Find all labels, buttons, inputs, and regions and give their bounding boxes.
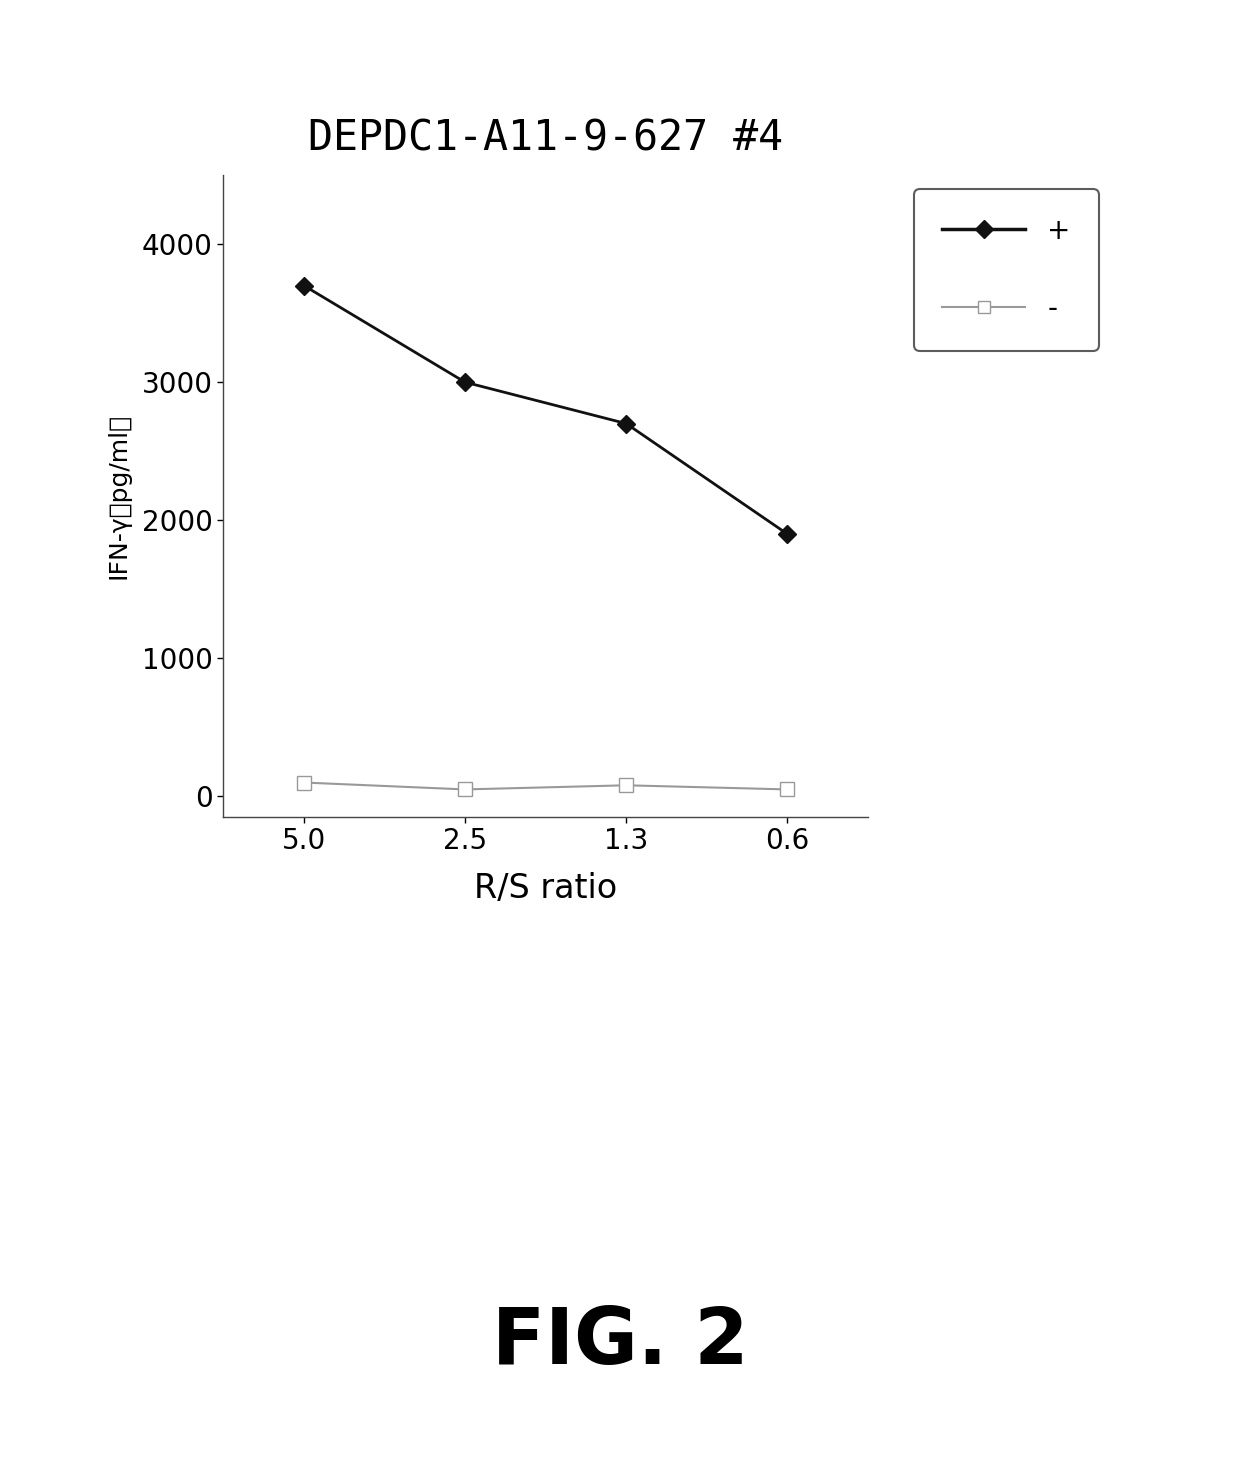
Text: FIG. 2: FIG. 2 [492, 1304, 748, 1380]
Y-axis label: IFN-γ（pg/ml）: IFN-γ（pg/ml） [107, 413, 130, 579]
Title: DEPDC1-A11-9-627 #4: DEPDC1-A11-9-627 #4 [308, 117, 784, 159]
X-axis label: R/S ratio: R/S ratio [474, 872, 618, 905]
Legend: +, -: +, - [914, 190, 1099, 350]
